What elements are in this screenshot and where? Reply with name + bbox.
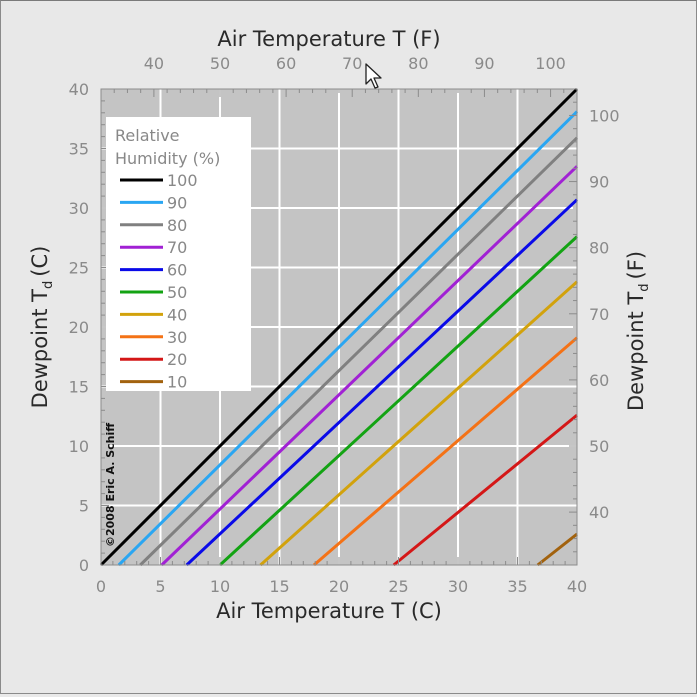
legend-label-70: 70: [167, 238, 187, 257]
y-tick-label-35: 35: [69, 140, 89, 159]
y-axis-title-left: Dewpoint Td (C): [28, 246, 56, 409]
x-axis-title-bottom: Air Temperature T (C): [216, 599, 442, 623]
y-tick-label-5: 5: [79, 497, 89, 516]
x-top-tick-label-90: 90: [474, 54, 494, 73]
y-right-title-unit: (F): [624, 251, 648, 279]
series-line-rh-10: [536, 532, 578, 567]
y-right-tick-label-80: 80: [589, 239, 609, 258]
legend-label-80: 80: [167, 216, 187, 235]
legend-label-40: 40: [167, 305, 187, 324]
x-top-tick-label-60: 60: [276, 54, 296, 73]
y-right-tick-label-40: 40: [589, 503, 609, 522]
y-right-tick-label-100: 100: [589, 106, 620, 125]
y-right-title-main: Dewpoint T: [624, 292, 648, 411]
x-tick-label-10: 10: [210, 577, 230, 596]
series-line-rh-60: [185, 198, 579, 567]
y-left-title-unit: (C): [28, 246, 52, 277]
x-top-tick-label-100: 100: [535, 54, 566, 73]
y-right-title-sub: d: [637, 283, 652, 291]
copyright-text: ©2008 Eric A. Schiff: [104, 423, 117, 547]
x-tick-label-25: 25: [388, 577, 408, 596]
series-layer: [99, 87, 579, 567]
legend-label-100: 100: [167, 171, 198, 190]
series-line-rh-20: [392, 413, 578, 567]
legend-title-line-2: Humidity (%): [115, 149, 220, 168]
legend-title-line-1: Relative: [115, 126, 180, 145]
series-line-rh-70: [160, 165, 579, 567]
x-top-tick-label-40: 40: [144, 54, 164, 73]
y-right-tick-label-90: 90: [589, 173, 609, 192]
x-top-tick-label-80: 80: [408, 54, 428, 73]
series-line-rh-100: [99, 87, 579, 567]
x-tick-label-35: 35: [507, 577, 527, 596]
y-tick-label-25: 25: [69, 259, 89, 278]
legend-label-30: 30: [167, 328, 187, 347]
legend-label-10: 10: [167, 373, 187, 392]
x-axis-title-top: Air Temperature T (F): [217, 27, 440, 51]
x-tick-label-5: 5: [155, 577, 165, 596]
legend-box: [106, 117, 251, 391]
y-tick-label-0: 0: [79, 556, 89, 575]
y-right-tick-label-60: 60: [589, 371, 609, 390]
y-tick-label-10: 10: [69, 437, 89, 456]
y-right-tick-label-70: 70: [589, 305, 609, 324]
y-right-tick-label-50: 50: [589, 437, 609, 456]
mouse-pointer-icon: [365, 63, 382, 89]
x-tick-label-20: 20: [329, 577, 349, 596]
x-tick-label-0: 0: [96, 577, 106, 596]
y-tick-label-40: 40: [69, 80, 89, 99]
legend-label-90: 90: [167, 193, 187, 212]
y-tick-label-30: 30: [69, 199, 89, 218]
legend-label-50: 50: [167, 283, 187, 302]
legend-items: 100 90 80 70 60 50 40 30 20 10: [120, 171, 198, 392]
y-axis-title-right: Dewpoint Td (F): [624, 251, 652, 411]
x-top-tick-label-50: 50: [210, 54, 230, 73]
x-tick-label-30: 30: [448, 577, 468, 596]
legend: Relative Humidity (%) 100 90 80 70 60 50 40 30 2…: [106, 117, 251, 392]
y-tick-label-15: 15: [69, 378, 89, 397]
series-line-rh-40: [259, 280, 579, 567]
label-layer: 0 5 10 15 20 25 30 35 40 0 5 10 15 20 25 30 35 40 40 50 60 70…: [69, 54, 620, 596]
y-tick-label-20: 20: [69, 318, 89, 337]
legend-label-60: 60: [167, 261, 187, 280]
series-line-rh-80: [139, 136, 579, 567]
series-line-rh-30: [313, 336, 578, 567]
y-left-title-sub: d: [41, 281, 56, 289]
y-left-title-main: Dewpoint T: [28, 289, 52, 408]
legend-label-20: 20: [167, 350, 187, 369]
series-line-rh-50: [218, 235, 579, 567]
x-tick-label-15: 15: [269, 577, 289, 596]
x-tick-label-40: 40: [567, 577, 587, 596]
tick-layer: [100, 88, 578, 566]
x-top-tick-label-70: 70: [342, 54, 362, 73]
series-line-rh-90: [117, 110, 579, 567]
